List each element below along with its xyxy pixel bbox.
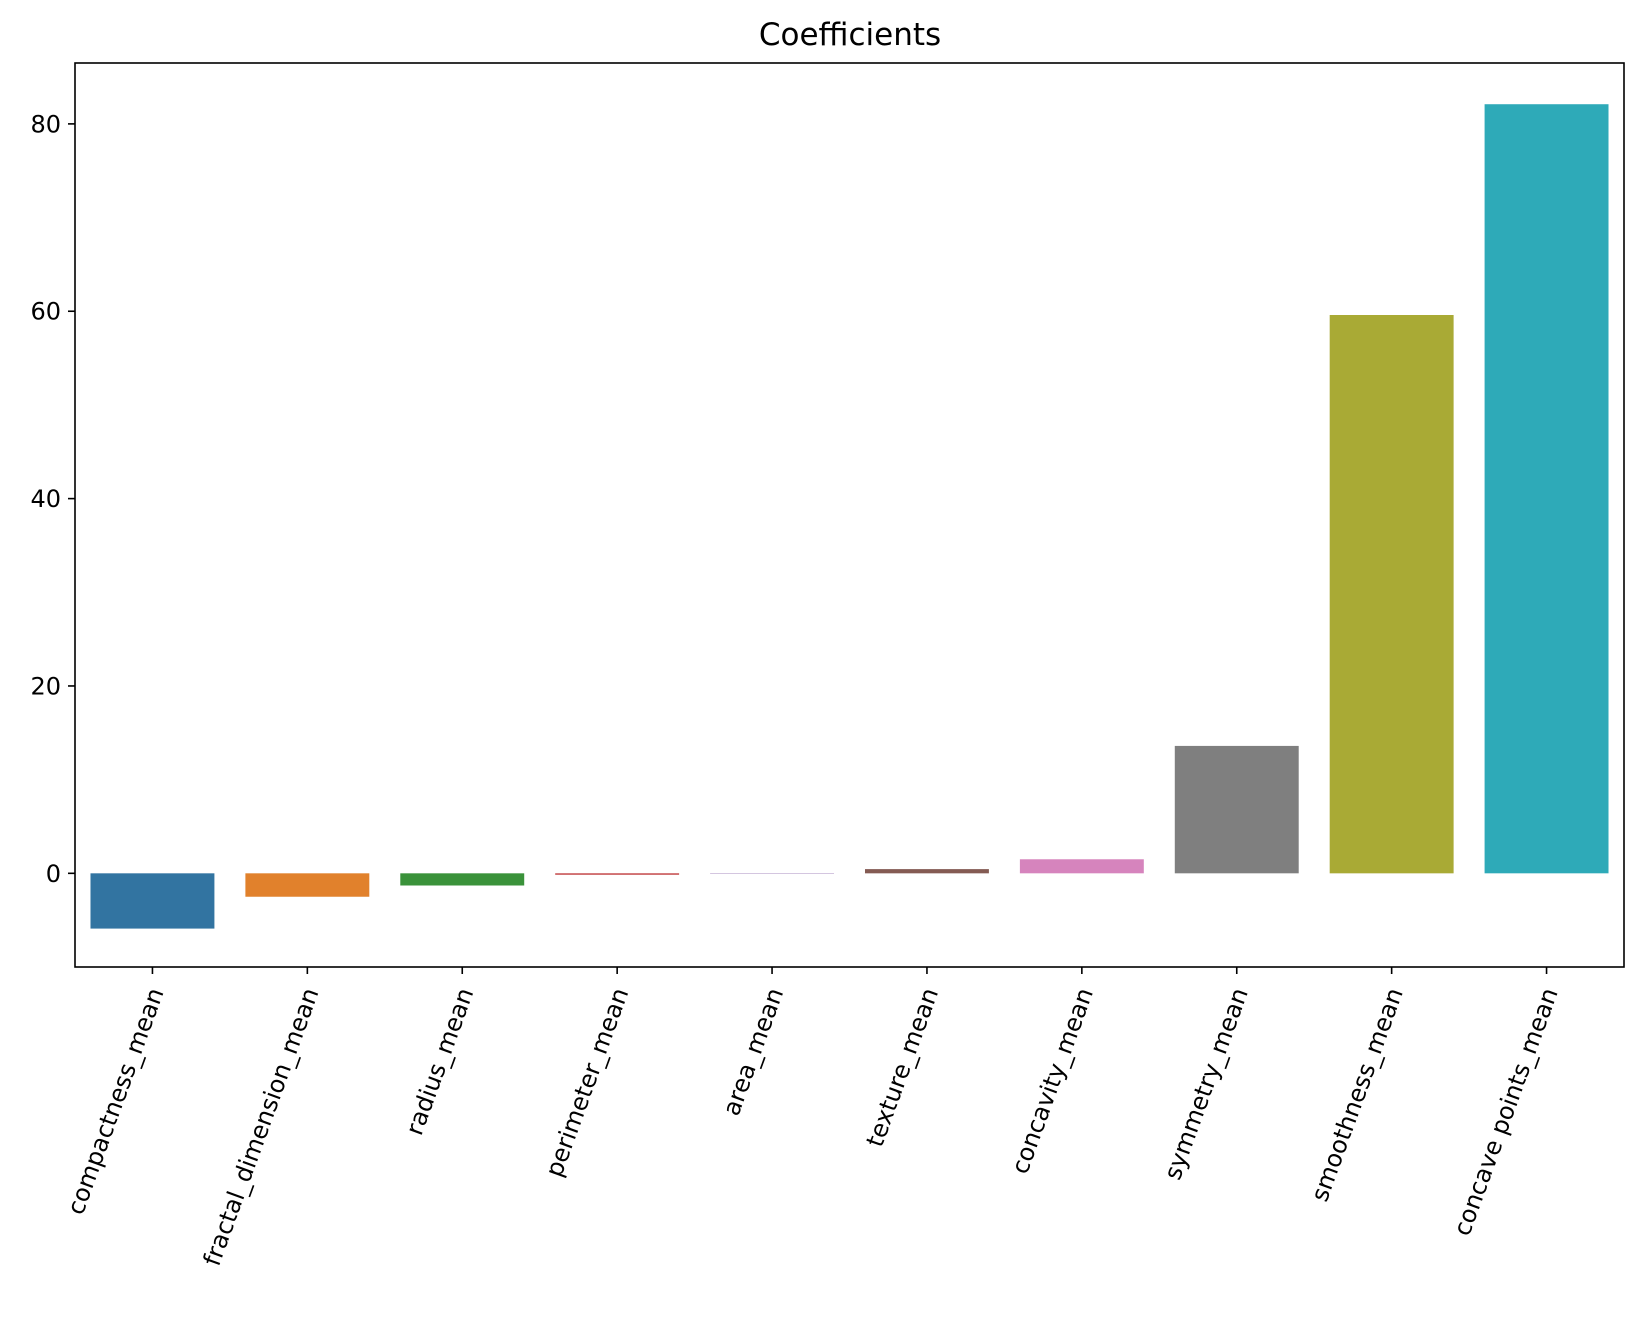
bar-perimeter-mean bbox=[555, 873, 680, 875]
bar-compactness-mean bbox=[90, 873, 215, 929]
axes-frame bbox=[74, 62, 1625, 968]
bar-smoothness-mean bbox=[1329, 315, 1454, 874]
chart-title: Coefficients bbox=[759, 17, 941, 53]
bar-fractal-dimension-mean bbox=[245, 873, 370, 897]
bar-concave-points-mean bbox=[1484, 104, 1609, 874]
y-tick-label: 0 bbox=[46, 860, 61, 888]
bar-texture-mean bbox=[864, 869, 989, 874]
bar-symmetry-mean bbox=[1174, 745, 1299, 874]
bar-concavity-mean bbox=[1019, 859, 1144, 874]
y-tick-label: 80 bbox=[30, 110, 61, 138]
y-tick-label: 60 bbox=[30, 298, 61, 326]
bar-radius-mean bbox=[400, 873, 525, 886]
y-tick-label: 40 bbox=[30, 485, 61, 513]
y-tick-label: 20 bbox=[30, 672, 61, 700]
y-axis: 0 20 40 60 80 bbox=[30, 110, 75, 888]
bars-layer bbox=[90, 104, 1609, 929]
